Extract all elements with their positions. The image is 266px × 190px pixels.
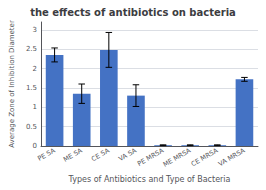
svg-text:Average Zone of Inhibition Dia: Average Zone of Inhibition Diameter bbox=[8, 20, 16, 148]
svg-text:CE MRSA: CE MRSA bbox=[190, 146, 220, 168]
svg-text:0.5: 0.5 bbox=[26, 123, 37, 131]
svg-text:2: 2 bbox=[33, 65, 37, 73]
svg-text:3: 3 bbox=[33, 26, 37, 34]
svg-text:VA MRSA: VA MRSA bbox=[217, 146, 247, 168]
svg-text:the effects of antibiotics on: the effects of antibiotics on bacteria bbox=[30, 7, 236, 18]
svg-text:PE MRSA: PE MRSA bbox=[136, 146, 165, 168]
svg-text:ME MRSA: ME MRSA bbox=[162, 146, 193, 168]
svg-text:CE SA: CE SA bbox=[90, 146, 111, 163]
svg-text:2.5: 2.5 bbox=[26, 45, 37, 53]
svg-text:0: 0 bbox=[33, 142, 37, 150]
svg-text:PE SA: PE SA bbox=[36, 146, 57, 163]
svg-text:VA SA: VA SA bbox=[117, 146, 138, 164]
svg-text:Types of Antibiotics and Type: Types of Antibiotics and Type of Bacteri… bbox=[68, 175, 231, 184]
svg-text:1.5: 1.5 bbox=[26, 84, 37, 92]
svg-text:ME SA: ME SA bbox=[62, 146, 84, 163]
svg-text:1: 1 bbox=[33, 103, 37, 111]
